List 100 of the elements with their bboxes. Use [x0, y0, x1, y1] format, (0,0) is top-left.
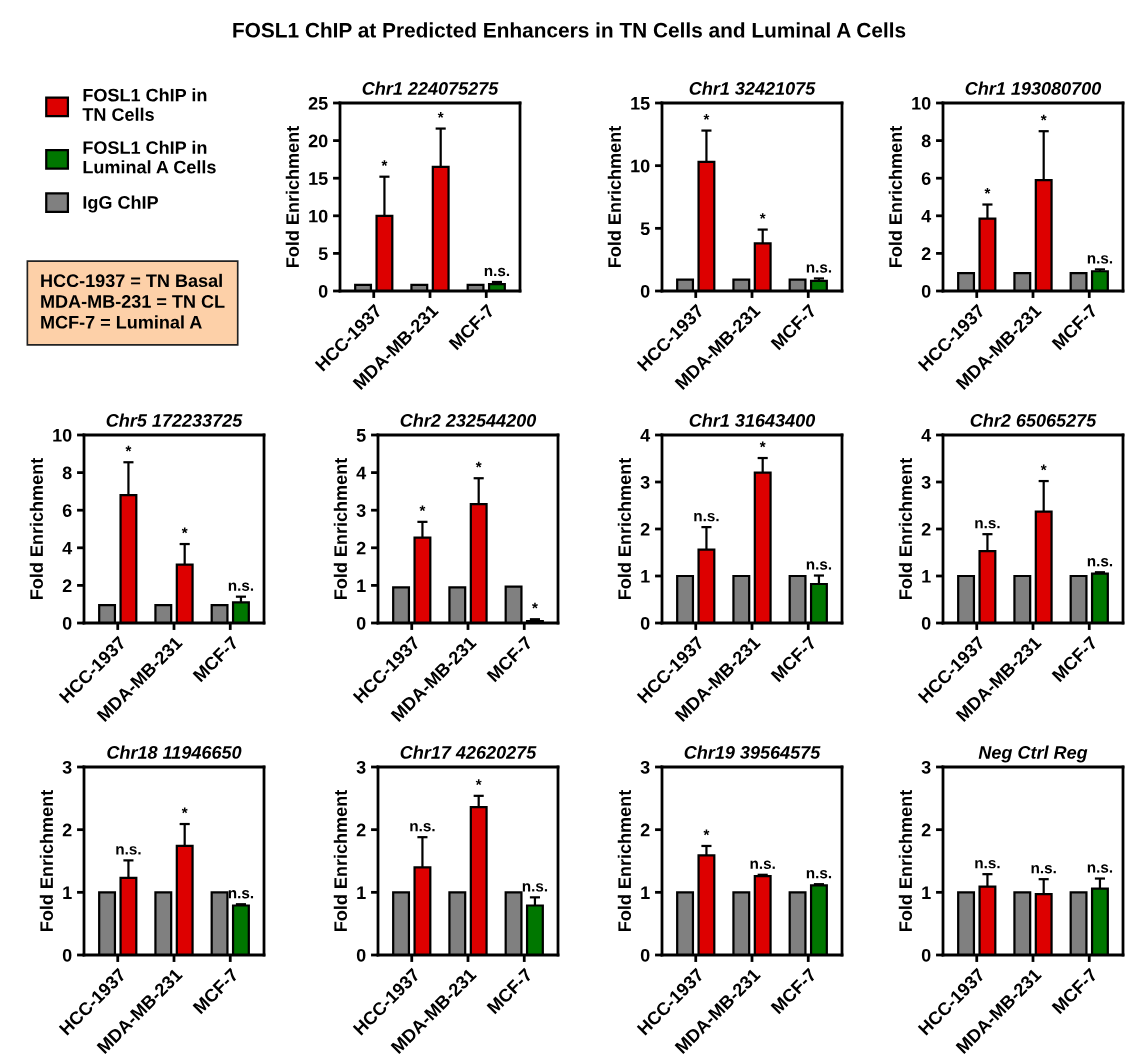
y-tick-label: 4	[921, 209, 932, 223]
y-axis-title: Fold Enrichment	[285, 126, 299, 268]
y-tick-label: 3	[356, 760, 366, 774]
y-tick-label: 2	[356, 823, 366, 837]
y-tick-label: 0	[318, 284, 328, 298]
annotation: *	[381, 160, 388, 166]
y-tick-label: 3	[921, 475, 931, 489]
y-tick-label: 0	[921, 284, 931, 298]
y-tick-label: 2	[356, 541, 366, 555]
y-tick-label: 2	[921, 522, 931, 536]
annotation: n.s.	[975, 519, 1000, 529]
annotation: n.s.	[806, 264, 832, 273]
y-tick-label: 0	[921, 948, 931, 962]
annotation: n.s.	[975, 859, 1000, 869]
y-tick-label: 1	[357, 886, 366, 899]
y-tick-label: 0	[62, 948, 72, 962]
annotation: n.s.	[1087, 558, 1113, 567]
y-tick-label: 6	[921, 172, 931, 185]
y-tick-label: 10	[53, 428, 72, 442]
y-axis-title: Fold Enrichment	[898, 458, 913, 600]
y-tick-label: 8	[921, 134, 931, 148]
y-axis-title: Fold Enrichment	[617, 458, 632, 600]
annotation: n.s.	[1031, 865, 1056, 874]
y-axis-title: Fold Enrichment	[333, 458, 348, 600]
y-tick-label: 1	[922, 570, 931, 583]
y-tick-label: 0	[921, 616, 931, 630]
annotation: *	[984, 188, 991, 194]
y-tick-label: 0	[62, 616, 72, 630]
y-tick-label: 1	[641, 570, 650, 583]
annotation: *	[125, 445, 132, 452]
y-tick-label: 25	[308, 96, 328, 110]
annotation: n.s.	[806, 870, 832, 879]
y-tick-label: 10	[631, 159, 650, 173]
annotation: *	[475, 461, 482, 468]
y-tick-label: 10	[912, 96, 931, 110]
y-tick-label: 5	[318, 247, 328, 261]
y-tick-label: 8	[62, 466, 72, 480]
annotation: *	[703, 829, 710, 836]
annotation: n.s.	[750, 860, 775, 869]
annotation: n.s.	[484, 267, 510, 277]
annotation: n.s.	[116, 846, 141, 855]
annotation: *	[181, 527, 188, 534]
annotation: n.s.	[1087, 864, 1113, 873]
annotation: *	[703, 114, 710, 120]
y-tick-label: 15	[309, 172, 328, 185]
y-tick-label: 3	[62, 760, 72, 774]
annotation: *	[1040, 114, 1047, 121]
y-tick-label: 15	[631, 97, 650, 110]
chart-title: Chr1 193080700	[965, 81, 1102, 95]
y-tick-label: 4	[921, 429, 932, 442]
y-tick-label: 4	[356, 466, 367, 480]
legend-label: FOSL1 ChIP in TN Cells	[82, 88, 207, 121]
y-tick-label: 4	[62, 541, 73, 555]
text: HCC-1937 = TN Basal MDA-MB-231 = TN CL MCF-7 = Luminal A	[41, 273, 225, 329]
annotation: n.s.	[410, 823, 435, 832]
y-tick-label: 1	[922, 886, 931, 899]
chart-title: Chr5 172233725	[106, 413, 243, 427]
y-axis-title: Fold Enrichment	[617, 790, 632, 932]
y-tick-label: 3	[356, 504, 366, 517]
annotation: *	[475, 779, 482, 786]
annotation: *	[437, 112, 444, 118]
annotation: *	[1040, 464, 1047, 471]
chart-title: Chr2 232544200	[400, 413, 537, 427]
y-tick-label: 2	[921, 823, 931, 837]
y-tick-label: 4	[640, 429, 651, 442]
annotation: *	[759, 213, 766, 219]
y-tick-label: 2	[62, 823, 72, 837]
y-axis-title: Fold Enrichment	[888, 126, 902, 268]
y-tick-label: 3	[640, 760, 650, 774]
y-tick-label: 2	[62, 579, 72, 592]
y-axis-title: Fold Enrichment	[29, 458, 43, 600]
y-tick-label: 3	[921, 760, 931, 774]
y-tick-label: 2	[640, 823, 650, 837]
y-axis-title: Fold Enrichment	[607, 126, 621, 268]
y-axis-title: Fold Enrichment	[39, 790, 54, 932]
y-tick-label: 1	[641, 886, 650, 899]
legend-label: FOSL1 ChIP in Luminal A Cells	[83, 140, 216, 174]
chart-title: Chr18 11946650	[107, 745, 242, 759]
annotation: n.s.	[228, 890, 254, 899]
annotation: n.s.	[1087, 255, 1113, 264]
legend-label: IgG ChIP	[83, 195, 158, 213]
y-tick-label: 0	[640, 948, 650, 962]
text: FOSL1 ChIP at Predicted Enhancers in TN Cells and Luminal A Cells	[233, 22, 906, 38]
chart-title: Chr19 39564575	[684, 745, 821, 759]
y-tick-label: 10	[309, 209, 328, 223]
y-tick-label: 5	[640, 222, 650, 236]
annotation: *	[419, 505, 426, 512]
annotation: *	[181, 807, 188, 814]
annotation: *	[759, 441, 766, 448]
annotation: n.s.	[522, 883, 548, 892]
y-tick-label: 1	[63, 886, 72, 899]
y-tick-label: 0	[640, 284, 650, 298]
y-tick-label: 1	[357, 579, 366, 592]
y-tick-label: 0	[356, 948, 366, 962]
y-tick-label: 0	[640, 616, 650, 630]
annotation: n.s.	[806, 561, 832, 570]
y-tick-label: 2	[640, 522, 650, 536]
y-tick-label: 2	[921, 247, 931, 260]
y-tick-label: 3	[640, 475, 650, 489]
chart-title: Chr1 32421075	[689, 81, 816, 95]
